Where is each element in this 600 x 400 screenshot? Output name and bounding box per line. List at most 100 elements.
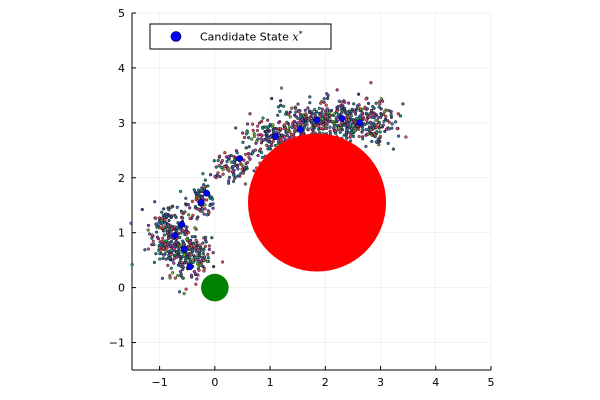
- sample-point: [166, 224, 170, 228]
- sample-point: [224, 155, 228, 159]
- sample-point: [162, 229, 166, 233]
- sample-point: [191, 213, 195, 217]
- sample-point: [157, 216, 162, 220]
- sample-point: [154, 252, 158, 256]
- sample-point: [264, 125, 268, 129]
- sample-point: [146, 247, 150, 251]
- sample-point: [292, 119, 297, 124]
- sample-point: [169, 253, 173, 257]
- sample-point: [276, 105, 281, 109]
- sample-point: [378, 102, 382, 106]
- sample-point: [365, 121, 370, 125]
- sample-point: [364, 111, 368, 115]
- sample-point: [288, 110, 292, 114]
- legend-marker: [170, 31, 182, 42]
- sample-point: [165, 227, 169, 231]
- sample-point: [202, 258, 206, 262]
- sample-point: [279, 103, 283, 107]
- sample-point: [325, 112, 329, 117]
- sample-point: [188, 241, 192, 245]
- sample-point: [203, 255, 207, 259]
- sample-point: [384, 114, 388, 118]
- sample-point: [363, 122, 367, 127]
- sample-point: [367, 125, 371, 129]
- sample-point: [195, 217, 199, 221]
- sample-point: [201, 172, 205, 176]
- sample-point: [374, 101, 378, 105]
- sample-point: [205, 259, 209, 264]
- sample-point: [161, 236, 165, 240]
- sample-point: [322, 97, 326, 101]
- sample-point: [365, 118, 369, 122]
- sample-point: [194, 238, 198, 242]
- sample-point: [178, 270, 183, 274]
- sample-point: [173, 254, 177, 258]
- sample-point: [192, 188, 196, 192]
- sample-point: [169, 240, 173, 244]
- sample-point: [195, 277, 199, 281]
- sample-point: [166, 206, 170, 210]
- sample-point: [329, 108, 334, 113]
- sample-point: [197, 192, 201, 196]
- sample-point: [279, 99, 283, 103]
- x-tick-label: −1: [152, 376, 168, 389]
- sample-point: [160, 221, 164, 225]
- sample-point: [377, 143, 381, 147]
- sample-point: [189, 260, 193, 264]
- sample-point: [267, 145, 271, 149]
- sample-point: [247, 155, 251, 159]
- sample-point: [162, 233, 166, 237]
- sample-point: [386, 141, 390, 145]
- sample-point: [146, 228, 150, 232]
- sample-point: [372, 106, 376, 110]
- sample-point: [198, 243, 202, 247]
- sample-point: [193, 256, 197, 260]
- sample-point: [182, 253, 186, 257]
- sample-point: [198, 209, 202, 213]
- x-tick-label: 2: [322, 376, 329, 389]
- sample-point: [219, 165, 223, 169]
- y-tick-label: 1: [118, 227, 125, 240]
- sample-point: [347, 130, 351, 135]
- candidate-point: [203, 189, 211, 197]
- sample-point: [203, 207, 207, 211]
- y-tick-label: 2: [118, 172, 125, 185]
- x-tick-label: 0: [211, 376, 218, 389]
- sample-point: [364, 97, 368, 101]
- sample-point: [368, 120, 372, 124]
- sample-point: [179, 256, 183, 261]
- sample-point: [256, 124, 260, 128]
- sample-point: [333, 129, 337, 133]
- sample-point: [177, 254, 181, 258]
- sample-point: [207, 244, 211, 248]
- sample-point: [189, 253, 193, 257]
- sample-point: [401, 102, 405, 106]
- x-tick-label: 4: [432, 376, 439, 389]
- sample-point: [209, 173, 213, 177]
- sample-point: [265, 139, 269, 143]
- sample-point: [365, 107, 369, 111]
- sample-point: [324, 119, 328, 124]
- sample-point: [361, 137, 365, 141]
- sample-point: [357, 134, 361, 139]
- sample-point: [332, 112, 336, 116]
- sample-point: [165, 246, 169, 250]
- sample-point: [231, 160, 235, 164]
- sample-point: [178, 250, 183, 254]
- sample-point: [155, 235, 159, 239]
- sample-point: [180, 211, 184, 215]
- sample-point: [206, 252, 210, 256]
- sample-point: [232, 179, 236, 183]
- sample-point: [170, 227, 174, 231]
- sample-point: [286, 121, 290, 125]
- sample-point: [193, 204, 197, 209]
- sample-point: [182, 242, 186, 246]
- sample-point: [246, 160, 250, 164]
- sample-point: [203, 244, 207, 248]
- sample-point: [239, 161, 243, 166]
- sample-point: [283, 135, 287, 139]
- sample-point: [129, 221, 133, 225]
- sample-point: [371, 126, 375, 130]
- sample-point: [308, 101, 312, 105]
